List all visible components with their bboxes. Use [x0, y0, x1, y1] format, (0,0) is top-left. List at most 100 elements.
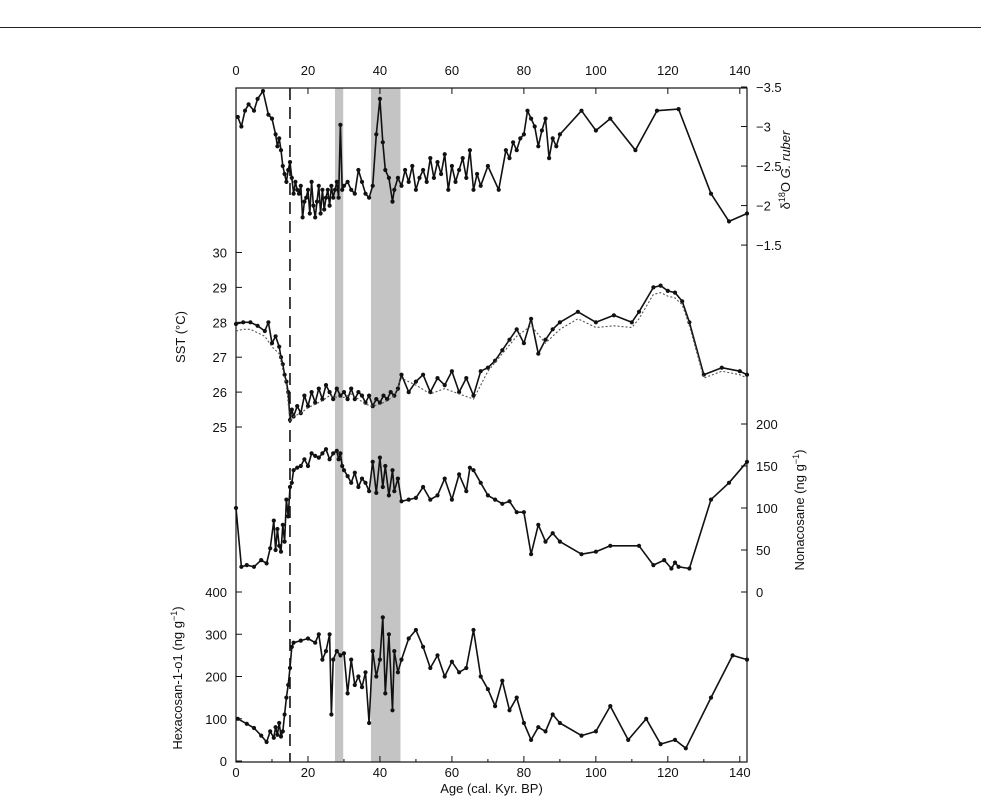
y-tick-label: 0	[220, 754, 227, 769]
data-point	[485, 493, 490, 498]
data-point	[271, 518, 276, 523]
data-point	[251, 108, 257, 113]
data-point	[457, 472, 462, 477]
data-point	[708, 191, 714, 196]
data-point	[244, 721, 249, 726]
data-point	[386, 632, 391, 637]
data-point	[363, 670, 368, 675]
y-tick-label: 200	[205, 670, 227, 685]
data-point	[744, 657, 750, 662]
data-point	[399, 657, 404, 662]
data-point	[496, 187, 501, 192]
series-sst	[233, 283, 750, 423]
data-point	[340, 463, 345, 469]
data-point	[543, 729, 548, 734]
data-point	[266, 320, 271, 325]
data-point	[338, 393, 343, 398]
data-point	[338, 122, 343, 127]
data-point	[284, 695, 289, 700]
data-point	[260, 88, 266, 94]
data-point	[307, 211, 312, 216]
data-point	[550, 136, 555, 141]
data-point	[345, 474, 350, 479]
data-point	[334, 179, 339, 184]
data-point	[322, 207, 327, 212]
data-point	[399, 499, 404, 504]
data-point	[413, 379, 418, 384]
data-point	[500, 678, 505, 683]
data-point	[493, 497, 498, 502]
x-axis-label: Age (cal. Kyr. BP)	[440, 781, 543, 796]
data-point	[313, 215, 318, 220]
data-point	[421, 484, 426, 490]
data-point	[287, 484, 293, 490]
data-point	[672, 560, 678, 565]
data-point	[442, 674, 447, 679]
data-point	[352, 397, 357, 402]
y-tick-label: 27	[213, 350, 227, 365]
data-point	[390, 468, 395, 473]
y-tick-label: 150	[756, 459, 778, 474]
data-point	[662, 558, 667, 563]
data-point	[323, 649, 329, 654]
data-point	[449, 163, 454, 169]
x-tick-label-bottom: 60	[445, 765, 459, 780]
series-d18o	[235, 88, 750, 224]
data-point	[464, 376, 469, 381]
data-point	[392, 489, 397, 494]
data-point	[500, 348, 505, 353]
data-point	[413, 495, 418, 500]
data-point	[377, 96, 382, 101]
data-point	[278, 148, 284, 153]
data-point	[271, 735, 276, 740]
data-point	[453, 179, 458, 184]
data-point	[410, 163, 415, 169]
data-point	[629, 320, 634, 325]
data-point	[737, 369, 742, 374]
data-point	[311, 203, 316, 208]
x-tick-label-bottom: 0	[232, 765, 239, 780]
data-point	[282, 171, 287, 177]
data-point	[377, 400, 382, 405]
data-point	[289, 480, 294, 485]
data-point	[262, 328, 267, 334]
data-point	[289, 175, 294, 180]
y-axis-hexacosanol: 0 100 200 300 400	[205, 585, 242, 769]
data-point	[349, 386, 354, 391]
data-point	[304, 195, 309, 200]
data-point	[475, 171, 480, 177]
data-point	[349, 480, 354, 485]
data-point	[293, 179, 298, 184]
data-point	[374, 397, 379, 402]
data-point	[331, 657, 336, 662]
data-point	[593, 128, 599, 133]
data-point	[529, 737, 534, 743]
data-point	[316, 455, 321, 460]
data-point	[478, 480, 483, 485]
data-point	[377, 455, 382, 460]
data-point	[390, 708, 395, 713]
data-point	[296, 191, 302, 196]
data-point	[449, 369, 454, 374]
data-point	[708, 695, 714, 700]
data-point	[349, 657, 354, 662]
data-point	[457, 390, 462, 395]
data-point	[269, 116, 275, 121]
data-point	[235, 114, 240, 120]
data-point	[575, 309, 581, 314]
data-point	[521, 510, 527, 515]
data-point	[521, 341, 527, 346]
data-point	[352, 191, 357, 196]
data-point	[341, 651, 347, 656]
data-point	[539, 128, 545, 133]
data-point	[244, 563, 249, 568]
data-point	[320, 187, 325, 192]
data-point	[255, 96, 260, 101]
data-point	[421, 372, 426, 377]
data-point	[518, 136, 523, 141]
data-point	[309, 451, 314, 456]
data-point	[687, 566, 692, 571]
data-point	[280, 522, 285, 527]
data-point	[363, 191, 368, 196]
data-point	[557, 720, 563, 726]
